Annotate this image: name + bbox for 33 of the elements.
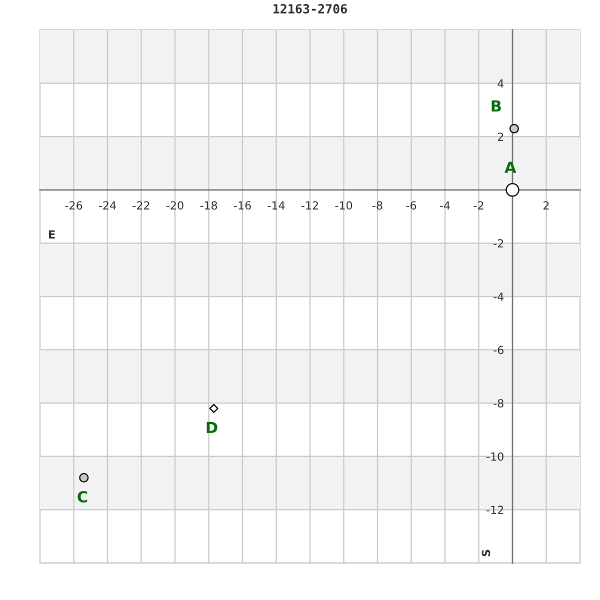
y-axis-title: S <box>482 550 490 556</box>
x-tick-label: -18 <box>200 201 218 210</box>
point <box>509 124 519 134</box>
y-tick-label: -12 <box>486 506 504 514</box>
x-tick-label: -4 <box>440 201 450 210</box>
point <box>79 472 89 483</box>
x-tick-label: -14 <box>268 201 285 210</box>
y-tick-label: -6 <box>494 346 504 354</box>
series-label: C <box>78 490 88 503</box>
series-label: B <box>492 100 501 112</box>
x-axis-title: E <box>49 230 55 238</box>
x-tick-label: -16 <box>234 201 251 210</box>
y-tick-label: -8 <box>494 399 504 408</box>
y-tick-label: 2 <box>498 132 504 141</box>
y-tick-label: -2 <box>494 239 504 248</box>
x-tick-label: -20 <box>166 201 184 210</box>
y-tick-label: -10 <box>486 452 504 461</box>
x-tick-label: -10 <box>335 201 352 210</box>
x-tick-label: -22 <box>132 201 150 210</box>
x-tick-label: -26 <box>65 201 82 210</box>
point <box>506 183 520 197</box>
x-tick-label: -2 <box>474 201 484 210</box>
series-label: A <box>504 162 516 173</box>
x-tick-label: -24 <box>98 201 116 210</box>
x-tick-label: 2 <box>544 201 549 210</box>
y-tick-label: -4 <box>494 292 504 301</box>
y-tick-label: 4 <box>498 79 504 88</box>
x-tick-label: -6 <box>406 201 416 210</box>
chart-title: 12163-2706 <box>274 4 347 14</box>
x-tick-label: -8 <box>372 201 382 210</box>
series-label: D <box>206 422 218 434</box>
x-tick-label: -12 <box>301 201 318 210</box>
point <box>209 404 218 413</box>
